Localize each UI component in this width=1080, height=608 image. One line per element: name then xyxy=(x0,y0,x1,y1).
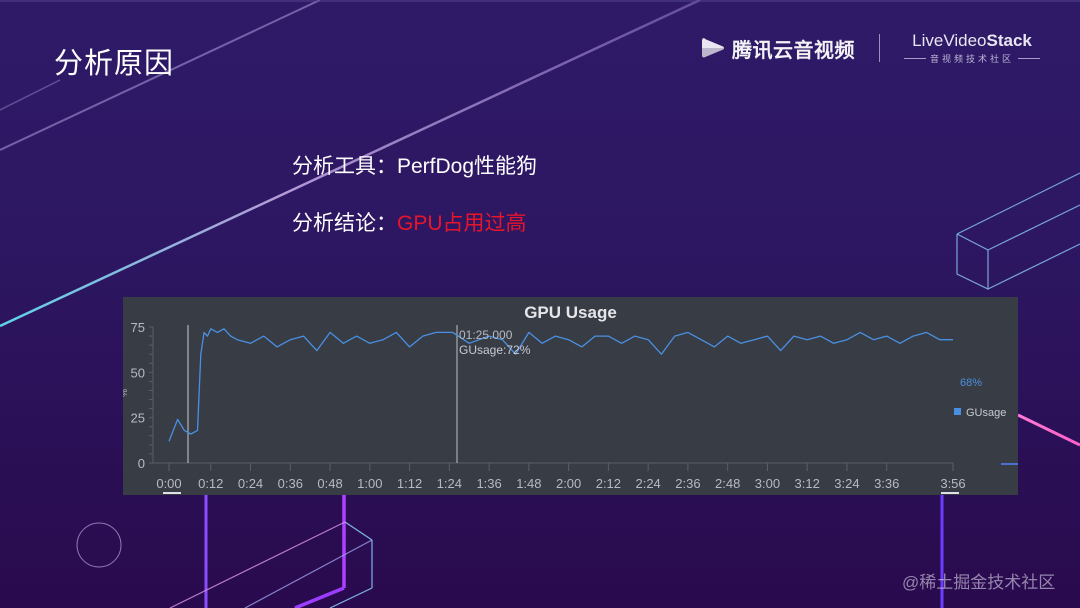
svg-text:0:48: 0:48 xyxy=(317,476,342,491)
svg-text:1:12: 1:12 xyxy=(397,476,422,491)
lvs-subtitle: 音视频技术社区 xyxy=(930,54,1015,64)
analysis-tool-label: 分析工具： xyxy=(292,155,397,178)
svg-text:50: 50 xyxy=(131,365,145,380)
analysis-conclusion-line: 分析结论：GPU占用过高 xyxy=(292,207,527,237)
livevideostack-logo: LiveVideoStack 音视频技术社区 xyxy=(904,31,1041,65)
svg-text:GUsage: GUsage xyxy=(966,407,1006,419)
svg-text:1:24: 1:24 xyxy=(437,476,462,491)
analysis-tool-value: PerfDog性能狗 xyxy=(397,155,538,178)
svg-text:1:00: 1:00 xyxy=(357,476,382,491)
svg-text:1:36: 1:36 xyxy=(476,476,501,491)
svg-text:1:48: 1:48 xyxy=(516,476,541,491)
gpu-usage-chart: 0 25 50 75% 0:00 0:12 0:24 0:36 0:48 1:00 1:12 1:24… xyxy=(123,297,1018,495)
tencent-logo: 腾讯云音视频 xyxy=(700,34,855,63)
svg-text:01:25.000: 01:25.000 xyxy=(459,328,513,342)
svg-text:0:00: 0:00 xyxy=(156,476,181,491)
svg-text:2:36: 2:36 xyxy=(675,476,700,491)
tencent-name: 腾讯云音视频 xyxy=(732,39,855,62)
svg-text:2:24: 2:24 xyxy=(635,476,660,491)
svg-text:0:24: 0:24 xyxy=(238,476,263,491)
svg-text:2:12: 2:12 xyxy=(596,476,621,491)
svg-text:3:56: 3:56 xyxy=(940,476,965,491)
analysis-conclusion-label: 分析结论： xyxy=(292,212,397,235)
slide-title: 分析原因 xyxy=(54,48,175,80)
svg-text:3:00: 3:00 xyxy=(755,476,780,491)
svg-text:0:36: 0:36 xyxy=(278,476,303,491)
chart-title: GPU Usage xyxy=(524,303,617,322)
svg-text:GUsage:72%: GUsage:72% xyxy=(459,343,531,357)
play-icon xyxy=(702,38,724,58)
logo-bar: 腾讯云音视频 LiveVideoStack 音视频技术社区 xyxy=(700,30,1041,66)
svg-text:75: 75 xyxy=(131,320,145,335)
lvs-suffix: Stack xyxy=(986,31,1032,50)
svg-text:%: % xyxy=(123,389,129,397)
lvs-prefix: LiveVideo xyxy=(912,31,987,50)
svg-text:3:36: 3:36 xyxy=(874,476,899,491)
svg-text:2:00: 2:00 xyxy=(556,476,581,491)
svg-text:3:24: 3:24 xyxy=(834,476,859,491)
analysis-conclusion-value: GPU占用过高 xyxy=(397,212,527,235)
svg-text:68%: 68% xyxy=(960,377,982,389)
logo-divider xyxy=(879,34,880,62)
svg-text:0: 0 xyxy=(138,456,145,471)
watermark: @稀土掘金技术社区 xyxy=(902,573,1056,592)
analysis-tool-line: 分析工具：PerfDog性能狗 xyxy=(292,150,537,180)
chart-plot: 0 25 50 75% 0:00 0:12 0:24 0:36 0:48 1:00 1:12 1:24… xyxy=(123,320,1018,494)
svg-text:2:48: 2:48 xyxy=(715,476,740,491)
svg-text:25: 25 xyxy=(131,411,145,426)
svg-text:3:12: 3:12 xyxy=(795,476,820,491)
svg-text:0:12: 0:12 xyxy=(198,476,223,491)
